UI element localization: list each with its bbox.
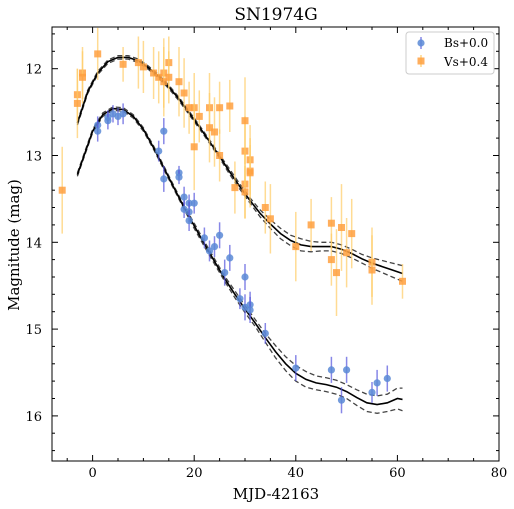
data-point-square [58, 186, 66, 194]
fit-upper-band-bs [76, 106, 403, 397]
data-point-square [139, 63, 147, 71]
data-point-circle [216, 231, 224, 239]
data-point-square [150, 69, 158, 77]
data-point-circle [205, 247, 214, 255]
series-vs [58, 27, 406, 316]
data-point-circle [226, 254, 234, 262]
data-point-circle [337, 396, 346, 404]
plot-frame [51, 26, 500, 462]
legend-vs-label: Vs+0.4 [443, 55, 488, 69]
legend-box [405, 31, 495, 75]
data-point-square [246, 169, 254, 177]
data-point-circle [327, 366, 335, 374]
data-point-circle [221, 269, 229, 277]
data-point-circle [104, 117, 112, 125]
data-point-square [155, 73, 163, 81]
fit-curve-bs [76, 107, 403, 406]
data-point-square [343, 249, 351, 257]
x-axis-label: MJD-42163 [233, 485, 319, 503]
data-point-square [190, 143, 198, 151]
data-point-square [327, 219, 335, 227]
legend: Bs+0.0 Vs+0.4 [405, 31, 495, 75]
data-point-circle [160, 175, 168, 183]
legend-vs-marker [417, 57, 425, 65]
data-point-square [134, 59, 142, 67]
data-point-square [165, 73, 173, 81]
fit-upper-band-vs [76, 54, 403, 267]
axis-ticks: 0 20 40 60 80 12 13 14 15 16 [25, 27, 507, 481]
data-point-circle [383, 374, 391, 383]
data-point-square [292, 243, 300, 251]
data-point-circle [246, 306, 254, 314]
y-tick-label: 16 [25, 410, 42, 425]
data-point-square [327, 256, 335, 264]
data-point-circle [190, 199, 198, 207]
data-point-square [206, 124, 213, 132]
data-point-square [79, 73, 86, 81]
data-point-circle [180, 193, 188, 201]
data-point-circle [210, 243, 219, 251]
data-point-square [211, 128, 218, 136]
y-tick-label: 12 [25, 63, 42, 78]
data-point-square [333, 269, 340, 277]
data-point-circle [160, 127, 168, 135]
series-bs [94, 103, 391, 414]
data-point-circle [261, 329, 269, 337]
data-point-circle [292, 364, 300, 372]
fit-lower-band-bs [76, 109, 403, 414]
data-point-square [94, 50, 102, 58]
data-point-circle [200, 234, 208, 242]
legend-bs-label: Bs+0.0 [444, 36, 488, 50]
data-point-square [231, 184, 239, 192]
data-point-square [241, 117, 249, 125]
x-tick-label: 20 [186, 466, 203, 481]
data-point-square [338, 224, 345, 231]
data-point-square [307, 221, 315, 229]
data-point-square [160, 78, 168, 86]
data-point-square [368, 266, 376, 274]
data-point-square [195, 112, 203, 120]
data-point-circle [368, 388, 376, 396]
x-tick-label: 40 [288, 466, 305, 481]
data-point-circle [185, 217, 193, 225]
legend-bs-marker [417, 39, 425, 47]
data-point-circle [343, 366, 351, 374]
data-point-circle [236, 295, 244, 303]
data-point-square [241, 188, 249, 196]
data-point-square [119, 60, 127, 68]
data-point-square [266, 215, 274, 223]
data-point-square [216, 152, 224, 159]
chart-title: SN1974G [234, 5, 317, 25]
y-tick-label: 15 [25, 323, 42, 338]
data-point-circle [155, 147, 163, 155]
x-tick-label: 60 [389, 466, 406, 481]
data-point-square [185, 104, 193, 112]
data-point-circle [175, 173, 183, 181]
data-point-square [216, 104, 224, 112]
data-point-square [73, 99, 81, 107]
data-point-square [180, 89, 188, 97]
x-tick-label: 0 [88, 466, 96, 481]
data-point-circle [94, 127, 102, 135]
data-point-circle [119, 110, 127, 118]
data-point-circle [373, 379, 381, 387]
data-point-square [261, 204, 269, 211]
y-axis-label: Magnitude (mag) [5, 179, 23, 311]
fit-curve-vs [76, 56, 403, 275]
x-tick-label: 80 [491, 466, 508, 481]
y-tick-label: 13 [25, 150, 42, 165]
data-point-square [399, 277, 406, 285]
data-point-square [226, 102, 234, 110]
fit-lower-band-vs [76, 58, 403, 282]
y-tick-label: 14 [25, 236, 42, 251]
data-point-square [348, 230, 356, 238]
data-point-square [175, 78, 183, 86]
data-point-circle [241, 273, 249, 281]
